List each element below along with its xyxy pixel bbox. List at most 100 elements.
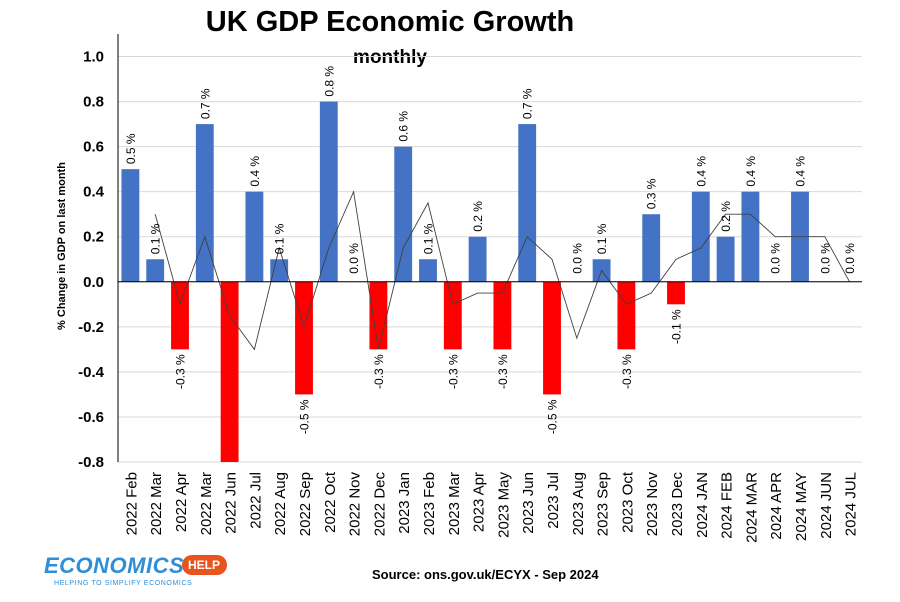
bar	[419, 259, 437, 282]
x-tick-label: 2022 Aug	[272, 472, 289, 535]
y-tick-label: 0.6	[83, 139, 104, 156]
x-tick-label: 2023 Dec	[669, 472, 686, 537]
bar	[691, 191, 710, 282]
x-tick-label: 2022 Feb	[123, 472, 140, 535]
x-tick-label: 2024 JAN	[694, 472, 711, 538]
data-label: 0.4 %	[744, 156, 758, 187]
y-tick-label: -0.4	[78, 364, 105, 381]
economics-help-logo: ECONOMICS HELP HELPING TO SIMPLIFY ECONO…	[44, 553, 254, 593]
data-label: 0.1 %	[149, 223, 163, 254]
x-tick-label: 2022 Jul	[247, 472, 264, 529]
bar	[295, 281, 313, 395]
data-label: 0.5 %	[124, 133, 138, 164]
data-label: 0.0 %	[818, 243, 832, 274]
chart-title: UK GDP Economic Growth	[205, 6, 575, 38]
bar	[270, 259, 289, 282]
data-label: 0.4 %	[248, 156, 262, 187]
x-tick-label: 2022 Jun	[223, 472, 240, 534]
bar	[121, 169, 140, 282]
x-tick-label: 2022 Dec	[371, 472, 388, 537]
data-label: 0.4 %	[794, 156, 808, 187]
y-axis-label: % Change in GDP on last month	[56, 162, 68, 330]
data-label: -0.3 %	[496, 354, 510, 389]
bar	[667, 281, 685, 305]
data-label: 0.0 %	[843, 243, 857, 274]
data-label: 0.0 %	[769, 243, 783, 274]
axes	[117, 34, 862, 462]
logo-text: ECONOMICS	[44, 553, 185, 578]
bar	[195, 124, 214, 282]
data-label: -0.5 %	[298, 399, 312, 434]
x-tick-label: 2024 JUN	[818, 472, 835, 539]
x-tick-label: 2024 JUL	[843, 472, 860, 536]
x-tick-label: 2022 Mar	[198, 472, 215, 535]
y-tick-label: -0.2	[78, 319, 104, 336]
bar	[220, 281, 239, 462]
x-tick-label: 2024 APR	[768, 472, 785, 540]
x-tick-label: 2023 Feb	[421, 472, 438, 535]
data-label: 0.0 %	[570, 243, 584, 274]
data-label: 0.1 %	[273, 223, 287, 254]
x-tick-label: 2022 Oct	[322, 471, 339, 533]
data-label: 0.7 %	[521, 88, 535, 119]
bar	[319, 101, 338, 282]
data-label: 0.2 %	[471, 201, 485, 232]
bars	[121, 101, 809, 462]
source-note: Source: ons.gov.uk/ECYX - Sep 2024	[372, 567, 599, 582]
x-tick-label: 2023 Mar	[446, 472, 463, 535]
data-label: 0.0 %	[347, 243, 361, 274]
y-tick-label: 1.0	[83, 49, 104, 66]
bar	[171, 281, 189, 350]
x-tick-label: 2022 Nov	[347, 472, 364, 537]
x-tick-label: 2023 May	[495, 472, 512, 538]
data-label: -0.3 %	[174, 354, 188, 389]
x-tick-label: 2022 Mar	[148, 472, 165, 535]
data-label: 0.8 %	[322, 66, 336, 97]
bar	[642, 214, 661, 282]
data-label: 0.3 %	[645, 178, 659, 209]
grid-lines	[118, 56, 862, 463]
bar	[443, 281, 462, 350]
y-tick-label: -0.6	[78, 409, 104, 426]
bar	[741, 191, 760, 282]
data-label: 0.7 %	[198, 88, 212, 119]
x-tick-label: 2023 Jun	[520, 472, 537, 534]
x-tick-label: 2024 MAR	[743, 472, 760, 543]
logo-tagline: HELPING TO SIMPLIFY ECONOMICS	[54, 580, 193, 587]
y-tick-label: 0.8	[83, 94, 104, 111]
bar	[369, 281, 388, 350]
data-label: 0.1 %	[595, 223, 609, 254]
y-tick-label: 0.4	[83, 184, 105, 201]
data-label: 0.4 %	[694, 156, 708, 187]
bar	[245, 191, 264, 282]
data-label: 0.2 %	[719, 201, 733, 232]
x-tick-label: 2023 Apr	[471, 472, 488, 532]
bar	[493, 281, 512, 350]
tick-labels: -0.8 -0.6 -0.4 -0.2 0.0 0.2 0.4 0.6 0.8 1.0 2022 F…	[78, 49, 859, 543]
x-tick-label: 2022 Apr	[173, 472, 190, 532]
x-tick-label: 2023 Sep	[595, 472, 612, 536]
x-tick-label: 2024 FEB	[719, 472, 736, 539]
x-tick-label: 2023 Jul	[545, 472, 562, 529]
x-tick-label: 2023 Aug	[570, 472, 587, 535]
y-tick-label: 0.0	[83, 274, 104, 291]
bar	[617, 281, 636, 350]
data-label: -0.3 %	[372, 354, 386, 389]
y-tick-label: 0.2	[83, 229, 104, 246]
data-label: 0.1 %	[422, 223, 436, 254]
bar	[518, 124, 537, 282]
x-tick-label: 2022 Sep	[297, 472, 314, 536]
data-label: -0.1 %	[670, 309, 684, 344]
x-tick-label: 2023 Nov	[644, 472, 661, 537]
data-labels: 0.5 % 0.1 % -0.3 % 0.7 % 0.4 % 0.1 % -0.5 % 0.8…	[124, 66, 857, 435]
data-label: 0.6 %	[397, 111, 411, 142]
bar	[716, 236, 735, 282]
x-tick-label: 2023 Jan	[396, 472, 413, 534]
data-label: -0.3 %	[620, 354, 634, 389]
logo-badge: HELP	[182, 555, 228, 575]
data-label: -0.3 %	[446, 354, 460, 389]
x-tick-label: 2023 Oct	[619, 471, 636, 533]
bar	[394, 146, 413, 282]
bar	[146, 259, 165, 282]
